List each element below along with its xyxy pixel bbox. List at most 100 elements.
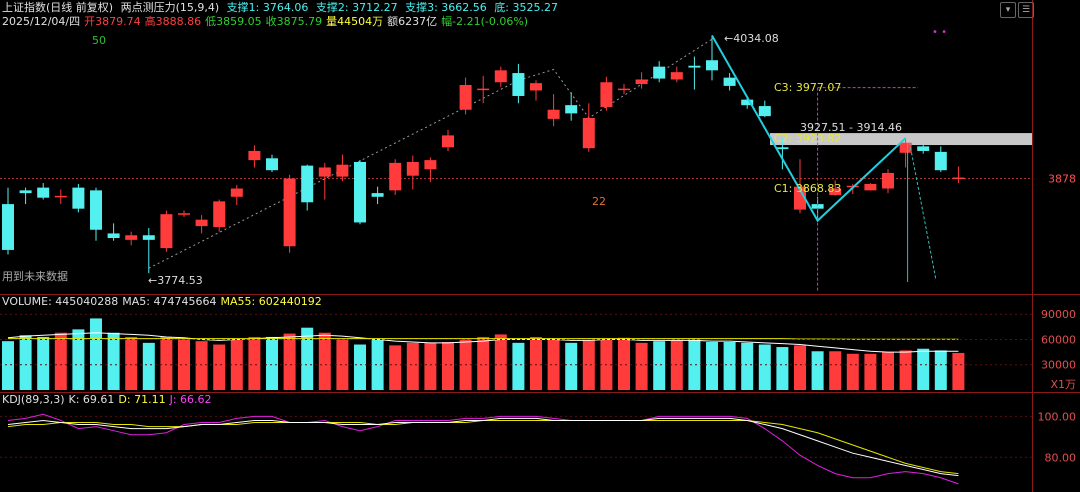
volume-bar xyxy=(371,339,384,390)
candle-body xyxy=(494,70,507,83)
volume-bar xyxy=(794,345,806,390)
candle-body xyxy=(917,146,930,151)
bar-date: 2025/12/04/四 xyxy=(2,15,81,28)
volume-bar xyxy=(758,344,771,390)
volume-bar xyxy=(618,337,630,390)
candle-body xyxy=(54,195,67,198)
volume-bar xyxy=(917,348,930,390)
settings-icon[interactable]: ☰ xyxy=(1018,2,1034,18)
candle-body xyxy=(741,99,754,106)
candle-body xyxy=(758,106,771,117)
candle-body xyxy=(142,235,155,240)
volume-bar xyxy=(899,350,912,390)
candle-body xyxy=(459,84,472,110)
candle-body xyxy=(371,193,384,197)
candle-body xyxy=(600,82,613,107)
support-2: 支撑2: 3712.27 xyxy=(315,1,398,14)
candle-body xyxy=(688,65,701,68)
high-value: 高3888.86 xyxy=(144,15,202,28)
volume-ma5-line xyxy=(7,332,959,353)
volume-bar xyxy=(160,336,173,390)
c1-label: C1: 3868.83 xyxy=(774,182,841,195)
volume-bar xyxy=(107,332,120,390)
candle-body xyxy=(283,178,296,247)
candle-body xyxy=(230,188,243,197)
volume-ma5: MA5: 474745664 xyxy=(122,295,217,308)
volume-bar xyxy=(547,339,560,390)
header-line-2: 2025/12/04/四 开3879.74 高3888.86 低3859.05 收387… xyxy=(2,15,532,29)
kdj-j: J: 66.62 xyxy=(169,393,212,406)
candle-body xyxy=(19,190,32,194)
volume-bar xyxy=(90,318,102,390)
volume-bar xyxy=(477,336,490,390)
volume-bar xyxy=(530,336,542,390)
num-label: 22 xyxy=(592,195,606,208)
volume-bar xyxy=(741,342,754,390)
candle-body xyxy=(107,233,120,239)
candle-body xyxy=(864,183,877,191)
volume-bar xyxy=(406,342,419,390)
volume-bar xyxy=(846,353,859,390)
candle-body xyxy=(442,135,454,148)
volume-bar xyxy=(512,342,525,390)
candle-body xyxy=(406,161,419,176)
num-label: 50 xyxy=(92,34,106,47)
candle-body xyxy=(635,79,648,85)
candle-body xyxy=(565,105,578,114)
volume-bar xyxy=(934,350,947,390)
candle-body xyxy=(829,188,842,195)
candle-body xyxy=(477,88,490,91)
future-data-note: 用到未来数据 xyxy=(2,269,68,283)
candle-body xyxy=(90,190,102,230)
expand-icon[interactable]: ▾ xyxy=(1000,2,1016,18)
support-1: 支撑1: 3764.06 xyxy=(226,1,309,14)
candle-body xyxy=(618,88,630,91)
high-price-label: ←4034.08 xyxy=(724,32,779,45)
zigzag-line xyxy=(711,35,907,223)
candle-body xyxy=(934,151,947,171)
candle-body xyxy=(389,162,402,191)
candle-body xyxy=(794,186,806,210)
kdj-d: D: 71.11 xyxy=(118,393,166,406)
volume-bar xyxy=(19,335,32,390)
volume-tick: 60000 xyxy=(1041,333,1076,346)
resistance-band xyxy=(770,133,1032,146)
candle-body xyxy=(899,142,912,153)
volume-bar xyxy=(424,342,437,390)
candle-body xyxy=(266,158,278,171)
candle-body xyxy=(213,201,226,228)
candle-body xyxy=(547,109,560,119)
volume-tick: 90000 xyxy=(1041,308,1076,321)
volume-bar xyxy=(688,339,701,390)
volume-bar xyxy=(142,342,155,390)
candle-body xyxy=(653,66,666,79)
volume-bar xyxy=(706,342,718,390)
indicator-name[interactable]: 两点测压力(15,9,4) xyxy=(120,1,220,14)
volume-ma55: MA55: 602440192 xyxy=(220,295,322,308)
open-value: 开3879.74 xyxy=(84,15,141,28)
candle-body xyxy=(160,214,173,249)
projection-line xyxy=(909,142,937,281)
candle-body xyxy=(706,60,718,71)
candle-body xyxy=(354,161,366,223)
kdj-k-line xyxy=(7,417,959,477)
candle-body xyxy=(530,83,542,91)
volume-bar xyxy=(37,336,50,390)
volume-bar xyxy=(494,334,507,390)
header-line-1: 上证指数(日线 前复权) 两点测压力(15,9,4) 支撑1: 3764.06 … xyxy=(2,1,562,15)
candle-body xyxy=(178,213,190,215)
volume-bar xyxy=(653,341,666,390)
volume-bar xyxy=(266,336,278,390)
amount-value: 额6237亿 xyxy=(387,15,438,28)
bottom-value: 底: 3525.27 xyxy=(494,1,558,14)
volume-bar xyxy=(952,352,965,390)
volume-bar xyxy=(283,333,296,390)
volume-bar xyxy=(776,347,789,390)
candle-body xyxy=(301,165,314,203)
volume-bar xyxy=(723,342,736,390)
candle-body xyxy=(952,177,965,180)
volume-bar xyxy=(882,352,894,390)
volume-bar xyxy=(213,344,226,390)
volume-bar xyxy=(635,342,648,390)
